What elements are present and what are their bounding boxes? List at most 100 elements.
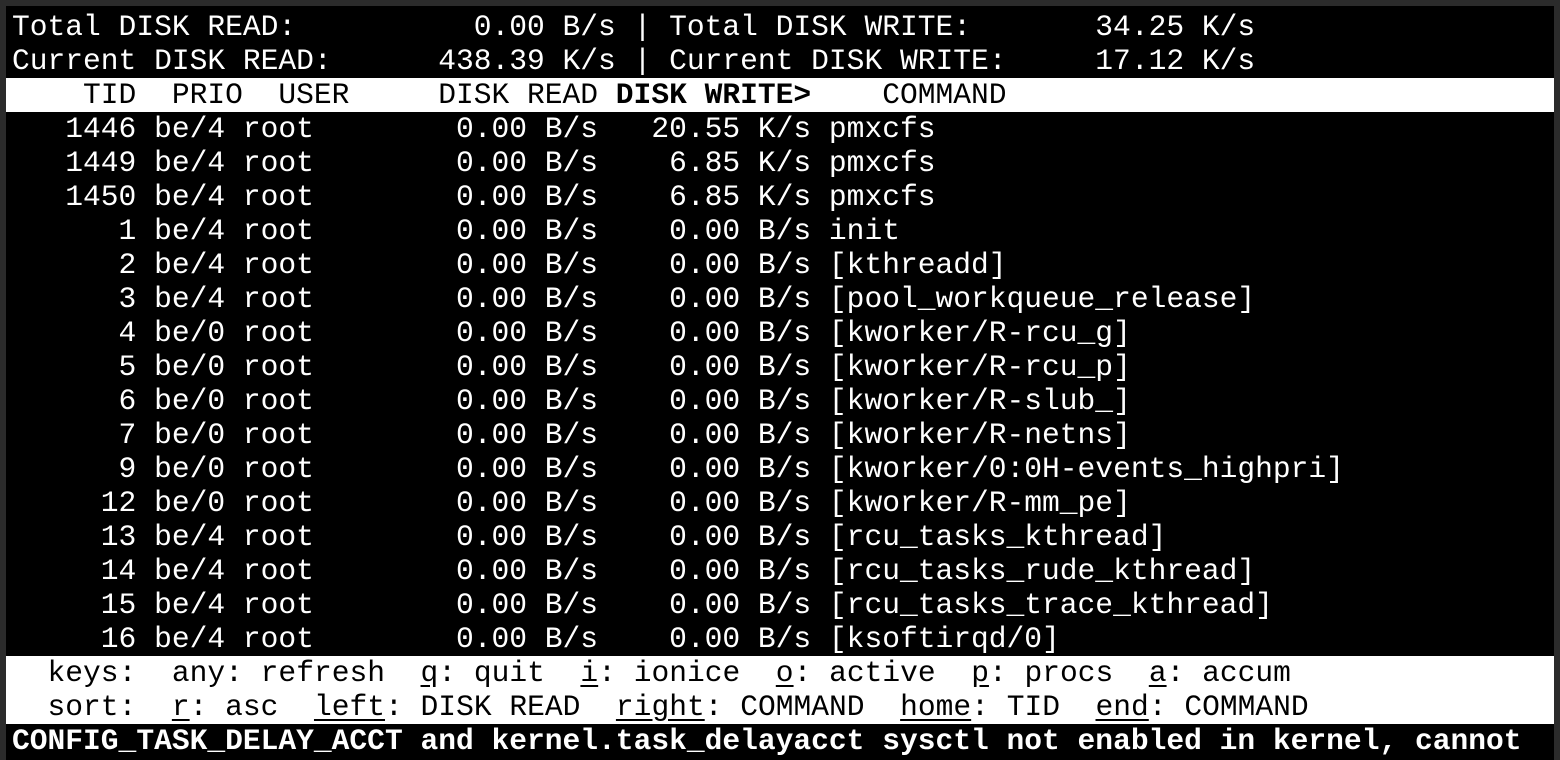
keys-shortcut-any[interactable]: any: refresh xyxy=(171,656,385,690)
shortcut-description: active xyxy=(829,656,936,690)
process-row[interactable]: 12 be/0 root 0.00 B/s 0.00 B/s [kworker/… xyxy=(12,486,1131,520)
col-disk-write[interactable]: DISK WRITE> xyxy=(615,78,812,112)
sort-shortcut-left[interactable]: left: DISK READ xyxy=(313,690,581,724)
command-cell: pmxcfs xyxy=(828,180,936,214)
tid-cell: 9 xyxy=(118,452,137,486)
shortcut-key: o xyxy=(775,656,794,690)
process-row[interactable]: 13 be/4 root 0.00 B/s 0.00 B/s [rcu_task… xyxy=(12,520,1167,554)
shortcut-description: asc xyxy=(225,690,279,724)
prio-cell: be/4 xyxy=(154,112,226,146)
disk-write-cell: 0.00 B/s xyxy=(669,622,812,656)
user-cell: root xyxy=(242,486,314,520)
user-cell: root xyxy=(242,622,314,656)
keys-shortcut-a[interactable]: a: accum xyxy=(1148,656,1291,690)
tid-cell: 1449 xyxy=(65,146,137,180)
total-read-value: 0.00 B/s xyxy=(473,10,616,44)
user-cell: root xyxy=(242,112,314,146)
command-cell: pmxcfs xyxy=(828,112,936,146)
prio-cell: be/4 xyxy=(154,180,226,214)
command-cell: init xyxy=(828,214,900,248)
process-row[interactable]: 6 be/0 root 0.00 B/s 0.00 B/s [kworker/R… xyxy=(12,384,1131,418)
keys-shortcut-i[interactable]: i: ionice xyxy=(580,656,741,690)
prio-cell: be/4 xyxy=(154,588,226,622)
process-row[interactable]: 5 be/0 root 0.00 B/s 0.00 B/s [kworker/R… xyxy=(12,350,1131,384)
process-row[interactable]: 7 be/0 root 0.00 B/s 0.00 B/s [kworker/R… xyxy=(12,418,1131,452)
sort-help-line: sort: r: asc left: DISK READ right: COMM… xyxy=(6,690,1554,724)
disk-read-cell: 0.00 B/s xyxy=(455,622,599,656)
disk-read-cell: 0.00 B/s xyxy=(455,418,599,452)
disk-read-cell: 0.00 B/s xyxy=(455,384,599,418)
disk-read-cell: 0.00 B/s xyxy=(455,350,599,384)
disk-write-cell: 0.00 B/s xyxy=(669,282,812,316)
process-row[interactable]: 14 be/4 root 0.00 B/s 0.00 B/s [rcu_task… xyxy=(12,554,1255,588)
disk-read-cell: 0.00 B/s xyxy=(455,180,599,214)
process-row[interactable]: 3 be/4 root 0.00 B/s 0.00 B/s [pool_work… xyxy=(12,282,1256,316)
prio-cell: be/4 xyxy=(154,622,226,656)
command-cell: [rcu_tasks_rude_kthread] xyxy=(828,554,1256,588)
sort-shortcut-end[interactable]: end: COMMAND xyxy=(1095,690,1309,724)
disk-write-cell: 0.00 B/s xyxy=(669,384,812,418)
process-row[interactable]: 2 be/4 root 0.00 B/s 0.00 B/s [kthreadd] xyxy=(12,248,1007,282)
total-write-label: Total DISK WRITE: xyxy=(669,10,971,44)
disk-read-cell: 0.00 B/s xyxy=(455,214,599,248)
command-cell: [rcu_tasks_kthread] xyxy=(828,520,1167,554)
tid-cell: 15 xyxy=(100,588,137,622)
disk-read-cell: 0.00 B/s xyxy=(455,282,599,316)
keys-shortcut-o[interactable]: o: active xyxy=(775,656,936,690)
tid-cell: 1446 xyxy=(65,112,137,146)
process-row[interactable]: 9 be/0 root 0.00 B/s 0.00 B/s [kworker/0… xyxy=(12,452,1344,486)
shortcut-key: home xyxy=(900,690,972,724)
disk-read-cell: 0.00 B/s xyxy=(455,486,599,520)
command-cell: [kworker/0:0H-events_highpri] xyxy=(828,452,1344,486)
tid-cell: 16 xyxy=(100,622,137,656)
disk-write-cell: 0.00 B/s xyxy=(669,554,812,588)
tid-cell: 12 xyxy=(100,486,137,520)
disk-write-cell: 0.00 B/s xyxy=(669,350,812,384)
tid-cell: 1 xyxy=(118,214,137,248)
col-tid[interactable]: TID xyxy=(83,78,137,112)
sort-shortcut-r[interactable]: r: asc xyxy=(171,690,279,724)
process-row[interactable]: 1446 be/4 root 0.00 B/s 20.55 K/s pmxcfs xyxy=(12,112,935,146)
disk-read-cell: 0.00 B/s xyxy=(455,588,599,622)
prio-cell: be/0 xyxy=(154,486,226,520)
col-user[interactable]: USER xyxy=(278,78,350,112)
prio-cell: be/0 xyxy=(154,316,226,350)
col-disk-read[interactable]: DISK READ xyxy=(438,78,599,112)
shortcut-key: a xyxy=(1148,656,1167,690)
process-row[interactable]: 16 be/4 root 0.00 B/s 0.00 B/s [ksoftirq… xyxy=(12,622,1060,656)
current-write-value: 17.12 K/s xyxy=(1095,44,1256,78)
process-row[interactable]: 4 be/0 root 0.00 B/s 0.00 B/s [kworker/R… xyxy=(12,316,1131,350)
sort-label: sort: xyxy=(47,690,137,724)
command-cell: [rcu_tasks_trace_kthread] xyxy=(828,588,1273,622)
shortcut-description: ionice xyxy=(633,656,741,690)
user-cell: root xyxy=(242,452,314,486)
process-row[interactable]: 1449 be/4 root 0.00 B/s 6.85 K/s pmxcfs xyxy=(12,146,935,180)
shortcut-key: right xyxy=(615,690,705,724)
col-prio[interactable]: PRIO xyxy=(171,78,243,112)
warning-message: CONFIG_TASK_DELAY_ACCT and kernel.task_d… xyxy=(12,724,1522,758)
keys-shortcut-q[interactable]: q: quit xyxy=(420,656,545,690)
separator: | xyxy=(633,44,652,78)
user-cell: root xyxy=(242,316,314,350)
col-command[interactable]: COMMAND xyxy=(882,78,1007,112)
user-cell: root xyxy=(242,588,314,622)
sort-shortcut-home[interactable]: home: TID xyxy=(900,690,1060,724)
prio-cell: be/4 xyxy=(154,282,226,316)
keys-shortcut-p[interactable]: p: procs xyxy=(971,656,1114,690)
current-read-label: Current DISK READ: xyxy=(12,44,332,78)
disk-read-cell: 0.00 B/s xyxy=(455,112,599,146)
shortcut-description: quit xyxy=(473,656,545,690)
shortcut-key: r xyxy=(171,690,190,724)
prio-cell: be/0 xyxy=(154,384,226,418)
process-row[interactable]: 15 be/4 root 0.00 B/s 0.00 B/s [rcu_task… xyxy=(12,588,1273,622)
shortcut-description: refresh xyxy=(260,656,385,690)
process-row[interactable]: 1 be/4 root 0.00 B/s 0.00 B/s init xyxy=(12,214,900,248)
shortcut-key: p xyxy=(971,656,989,690)
disk-write-cell: 0.00 B/s xyxy=(669,452,812,486)
sort-shortcut-right[interactable]: right: COMMAND xyxy=(615,690,865,724)
tid-cell: 7 xyxy=(118,418,137,452)
process-row[interactable]: 1450 be/4 root 0.00 B/s 6.85 K/s pmxcfs xyxy=(12,180,935,214)
user-cell: root xyxy=(242,146,314,180)
terminal-window: Total DISK READ: 0.00 B/s | Total DISK WR… xyxy=(6,6,1554,760)
disk-read-cell: 0.00 B/s xyxy=(455,248,599,282)
